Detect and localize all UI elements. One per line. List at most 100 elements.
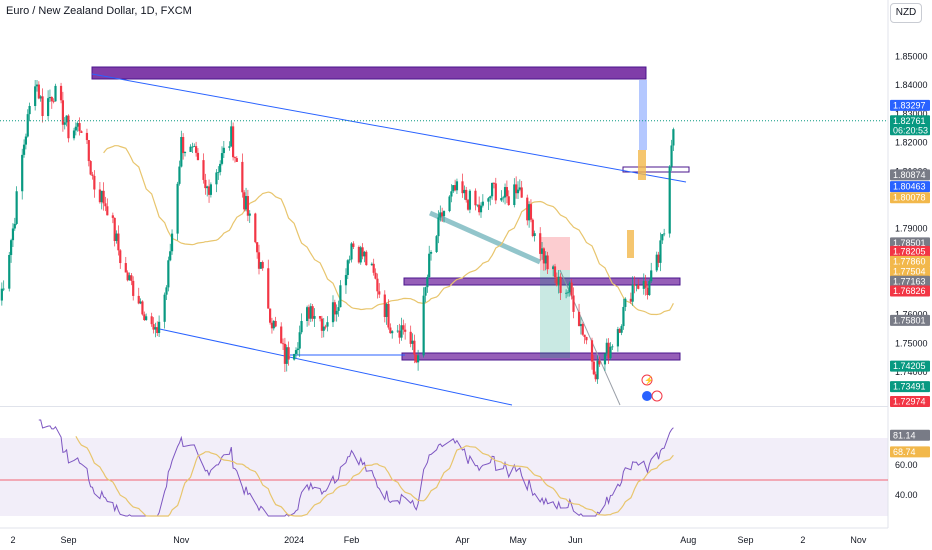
rsi-tick-label: 40.00 (895, 490, 918, 500)
candle (307, 307, 311, 319)
candle (544, 255, 547, 264)
candle (461, 181, 464, 194)
price-badge-label: 1.75801 (893, 315, 926, 325)
channel-lower-line[interactable] (154, 327, 513, 406)
candle (85, 132, 89, 141)
candle (581, 324, 584, 335)
candle (52, 101, 55, 103)
candle (80, 131, 83, 133)
candle (637, 285, 640, 289)
candle (672, 129, 675, 146)
candle (180, 137, 183, 167)
candle (570, 282, 573, 296)
candle (428, 253, 431, 277)
resistance-zone-top[interactable] (91, 66, 647, 80)
candle (61, 100, 64, 125)
support-zone-mid[interactable] (403, 277, 681, 286)
candle (650, 270, 653, 282)
candle (196, 152, 200, 161)
candle (39, 96, 42, 99)
price-badge-label: 1.77163 (893, 276, 926, 286)
candle (400, 325, 403, 338)
candle (13, 223, 16, 229)
rsi-band (0, 438, 888, 516)
event-icon[interactable] (641, 374, 653, 386)
candle (411, 340, 414, 344)
candle (26, 114, 29, 137)
candle (100, 190, 103, 203)
candle (491, 182, 494, 197)
drawings-layer (91, 66, 690, 406)
candle (207, 186, 211, 195)
candle (111, 215, 114, 218)
candle (93, 175, 96, 190)
candle (35, 84, 39, 87)
moving-average-line (103, 145, 674, 316)
candle (657, 254, 660, 263)
candle (415, 354, 418, 363)
candle (128, 275, 131, 281)
candle (256, 242, 259, 253)
time-tick-label: Nov (173, 535, 190, 545)
long-position-marker (627, 230, 634, 258)
price-badge (890, 169, 930, 181)
time-tick-label: Aug (680, 535, 696, 545)
time-tick-label: 2 (10, 535, 15, 545)
candle (63, 122, 66, 125)
candle (596, 360, 599, 380)
price-badge (890, 181, 930, 193)
candle (487, 198, 490, 202)
currency-button[interactable]: NZD (890, 3, 922, 23)
candle (202, 160, 205, 180)
candle (590, 340, 594, 362)
candle (59, 85, 63, 101)
candle (659, 240, 662, 263)
price-badge-label: 1.73491 (893, 382, 926, 392)
candle (102, 190, 105, 204)
blue-range-box (639, 80, 647, 150)
candle (572, 295, 575, 312)
zone-small[interactable] (622, 166, 690, 173)
candle (204, 179, 207, 189)
candle (244, 196, 248, 210)
candle (54, 85, 57, 102)
candle (333, 302, 336, 315)
candle (232, 126, 235, 158)
candle (463, 189, 466, 194)
candle (178, 166, 181, 184)
candle (270, 322, 274, 329)
candle (663, 233, 666, 235)
support-zone-low[interactable] (401, 352, 681, 361)
rsi-line (38, 419, 674, 517)
candle (309, 306, 312, 319)
candle (585, 336, 588, 341)
candle (422, 295, 425, 356)
candle (528, 204, 531, 221)
candle (106, 206, 109, 216)
candle (565, 292, 568, 294)
channel-upper-line[interactable] (91, 73, 687, 183)
price-badge-label: 1.78205 (893, 246, 926, 256)
candle (220, 153, 224, 164)
candle (191, 146, 194, 148)
flag-icon-eur[interactable] (642, 391, 652, 401)
candle (448, 196, 451, 212)
time-tick-label: Sep (60, 535, 76, 545)
candle (533, 233, 536, 237)
candle (505, 187, 508, 197)
candle (350, 243, 353, 260)
candle (119, 250, 122, 264)
candle (113, 217, 116, 241)
price-badge (890, 192, 930, 204)
candle (465, 189, 468, 201)
price-badge (890, 381, 930, 393)
candle (72, 130, 76, 139)
rsi-axis: 60.00 40.00 (895, 460, 918, 500)
candle (246, 196, 249, 216)
flag-icon-nzd[interactable] (651, 390, 663, 402)
candle (442, 211, 446, 217)
candle (48, 96, 52, 99)
price-tick-label: 1.75000 (895, 338, 928, 348)
